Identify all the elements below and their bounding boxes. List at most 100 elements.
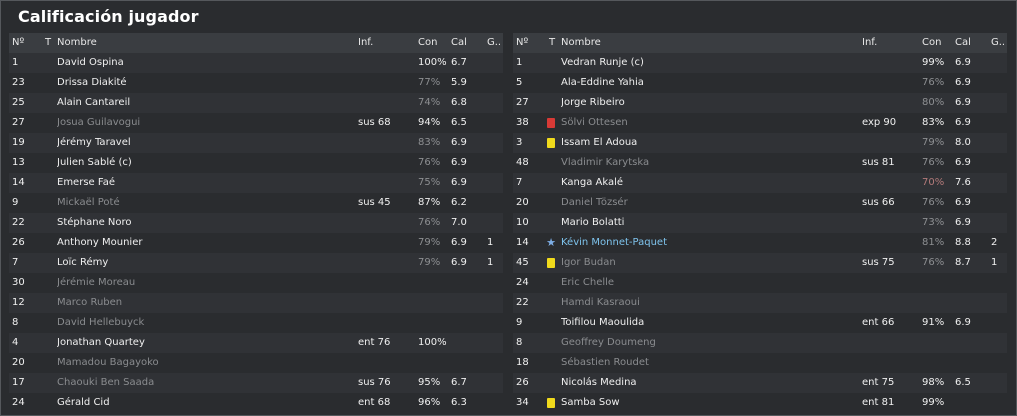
player-row[interactable]: 5 Ala-Eddine Yahia 76% 6.9	[513, 73, 1007, 93]
player-row[interactable]: 19 Jérémy Taravel 83% 6.9	[9, 133, 503, 153]
player-name[interactable]: Geoffrey Doumeng	[561, 337, 656, 348]
player-name[interactable]: Jorge Ribeiro	[561, 97, 625, 108]
player-name[interactable]: Anthony Mounier	[57, 237, 143, 248]
player-name[interactable]: Igor Budan	[561, 257, 616, 268]
player-name[interactable]: David Ospina	[57, 57, 124, 68]
column-header-info[interactable]: Inf.	[358, 37, 374, 48]
player-row[interactable]: 7 Kanga Akalé 70% 7.6	[513, 173, 1007, 193]
player-row[interactable]: 18 Sébastien Roudet	[513, 353, 1007, 373]
player-row[interactable]: 38 Sölvi Ottesen exp 90 83% 6.9	[513, 113, 1007, 133]
player-number: 27	[12, 117, 25, 128]
player-name[interactable]: Vedran Runje (c)	[561, 57, 644, 68]
player-row[interactable]: 45 Igor Budan sus 75 76% 8.7 1	[513, 253, 1007, 273]
player-name[interactable]: Loïc Rémy	[57, 257, 109, 268]
player-info: sus 76	[358, 377, 391, 388]
player-name[interactable]: Josua Guilavogui	[57, 117, 141, 128]
player-name[interactable]: Stéphane Noro	[57, 217, 132, 228]
player-name[interactable]: Nicolás Medina	[561, 377, 637, 388]
column-header-goals[interactable]: G..	[487, 37, 501, 48]
player-name[interactable]: Alain Cantareil	[57, 97, 131, 108]
player-name[interactable]: Issam El Adoua	[561, 137, 638, 148]
player-number: 19	[12, 137, 25, 148]
player-row[interactable]: 30 Jérémie Moreau	[9, 273, 503, 293]
player-name[interactable]: Emerse Faé	[57, 177, 115, 188]
player-row[interactable]: 48 Vladimir Karytska sus 81 76% 6.9	[513, 153, 1007, 173]
player-row[interactable]: 13 Julien Sablé (c) 76% 6.9	[9, 153, 503, 173]
player-row[interactable]: 26 Nicolás Medina ent 75 98% 6.5	[513, 373, 1007, 393]
player-name[interactable]: Ala-Eddine Yahia	[561, 77, 644, 88]
column-header-condition[interactable]: Con	[922, 37, 942, 48]
player-name[interactable]: Mamadou Bagayoko	[57, 357, 159, 368]
player-row[interactable]: 26 Anthony Mounier 79% 6.9 1	[9, 233, 503, 253]
player-condition: 100%	[418, 57, 447, 68]
player-name[interactable]: Daniel Tözsér	[561, 197, 628, 208]
player-row[interactable]: 8 Geoffrey Doumeng	[513, 333, 1007, 353]
player-row[interactable]: 12 Marco Ruben	[9, 293, 503, 313]
player-rating: 7.0	[451, 217, 467, 228]
column-header-name[interactable]: Nombre	[561, 37, 601, 48]
player-name[interactable]: Gérald Cid	[57, 397, 110, 408]
column-header-info[interactable]: Inf.	[862, 37, 878, 48]
player-row[interactable]: 3 Issam El Adoua 79% 8.0	[513, 133, 1007, 153]
player-name[interactable]: Mario Bolatti	[561, 217, 625, 228]
player-name[interactable]: Hamdi Kasraoui	[561, 297, 640, 308]
player-name[interactable]: Kévin Monnet-Paquet	[561, 237, 667, 248]
player-row[interactable]: 4 Jonathan Quartey ent 76 100%	[9, 333, 503, 353]
player-name[interactable]: Sébastien Roudet	[561, 357, 649, 368]
player-name[interactable]: Julien Sablé (c)	[57, 157, 132, 168]
player-row[interactable]: 24 Eric Chelle	[513, 273, 1007, 293]
column-header-rating[interactable]: Cal	[451, 37, 467, 48]
player-row[interactable]: 20 Mamadou Bagayoko	[9, 353, 503, 373]
player-name[interactable]: Mickaël Poté	[57, 197, 120, 208]
player-row[interactable]: 17 Chaouki Ben Saada sus 76 95% 6.7	[9, 373, 503, 393]
player-row[interactable]: 25 Alain Cantareil 74% 6.8	[9, 93, 503, 113]
player-name[interactable]: Samba Sow	[561, 397, 620, 408]
player-condition: 76%	[418, 217, 441, 228]
player-name[interactable]: Kanga Akalé	[561, 177, 624, 188]
player-row[interactable]: 34 Samba Sow ent 81 99%	[513, 393, 1007, 413]
player-condition: 77%	[418, 77, 441, 88]
player-number: 26	[516, 377, 529, 388]
player-row[interactable]: 22 Stéphane Noro 76% 7.0	[9, 213, 503, 233]
player-name[interactable]: Jérémy Taravel	[57, 137, 131, 148]
player-number: 10	[516, 217, 529, 228]
player-row[interactable]: 20 Daniel Tözsér sus 66 76% 6.9	[513, 193, 1007, 213]
player-row[interactable]: 27 Jorge Ribeiro 80% 6.9	[513, 93, 1007, 113]
column-header-goals[interactable]: G..	[991, 37, 1005, 48]
player-row[interactable]: 9 Toifilou Maoulida ent 66 91% 6.9	[513, 313, 1007, 333]
column-header-number[interactable]: Nº	[516, 37, 529, 48]
player-name[interactable]: Drissa Diakité	[57, 77, 127, 88]
player-row[interactable]: 1 Vedran Runje (c) 99% 6.9	[513, 53, 1007, 73]
yellow-card-icon	[547, 258, 555, 268]
player-name[interactable]: Jérémie Moreau	[57, 277, 136, 288]
player-row[interactable]: 10 Mario Bolatti 73% 6.9	[513, 213, 1007, 233]
home-team-table: Nº T Nombre Inf. Con Cal G.. 1 David Ospina 100% 6…	[9, 33, 503, 413]
player-name[interactable]: Chaouki Ben Saada	[57, 377, 155, 388]
player-row[interactable]: 27 Josua Guilavogui sus 68 94% 6.5	[9, 113, 503, 133]
player-name[interactable]: Eric Chelle	[561, 277, 615, 288]
player-row[interactable]: 14 Emerse Faé 75% 6.9	[9, 173, 503, 193]
player-row[interactable]: 23 Drissa Diakité 77% 5.9	[9, 73, 503, 93]
column-header-condition[interactable]: Con	[418, 37, 438, 48]
player-condition: 80%	[922, 97, 945, 108]
player-row[interactable]: 7 Loïc Rémy 79% 6.9 1	[9, 253, 503, 273]
player-name[interactable]: David Hellebuyck	[57, 317, 145, 328]
column-header-type[interactable]: T	[44, 37, 52, 48]
player-row[interactable]: 22 Hamdi Kasraoui	[513, 293, 1007, 313]
player-row[interactable]: 1 David Ospina 100% 6.7	[9, 53, 503, 73]
panel-title: Calificación jugador	[18, 7, 199, 26]
player-row[interactable]: 8 David Hellebuyck	[9, 313, 503, 333]
player-row[interactable]: 9 Mickaël Poté sus 45 87% 6.2	[9, 193, 503, 213]
column-header-rating[interactable]: Cal	[955, 37, 971, 48]
player-row[interactable]: 14 ★ Kévin Monnet-Paquet 81% 8.8 2	[513, 233, 1007, 253]
column-header-type[interactable]: T	[548, 37, 556, 48]
player-row[interactable]: 24 Gérald Cid ent 68 96% 6.3	[9, 393, 503, 413]
player-name[interactable]: Toifilou Maoulida	[561, 317, 645, 328]
player-name[interactable]: Sölvi Ottesen	[561, 117, 628, 128]
column-header-name[interactable]: Nombre	[57, 37, 97, 48]
player-number: 20	[516, 197, 529, 208]
player-name[interactable]: Vladimir Karytska	[561, 157, 650, 168]
column-header-number[interactable]: Nº	[12, 37, 25, 48]
player-name[interactable]: Marco Ruben	[57, 297, 123, 308]
player-name[interactable]: Jonathan Quartey	[57, 337, 145, 348]
